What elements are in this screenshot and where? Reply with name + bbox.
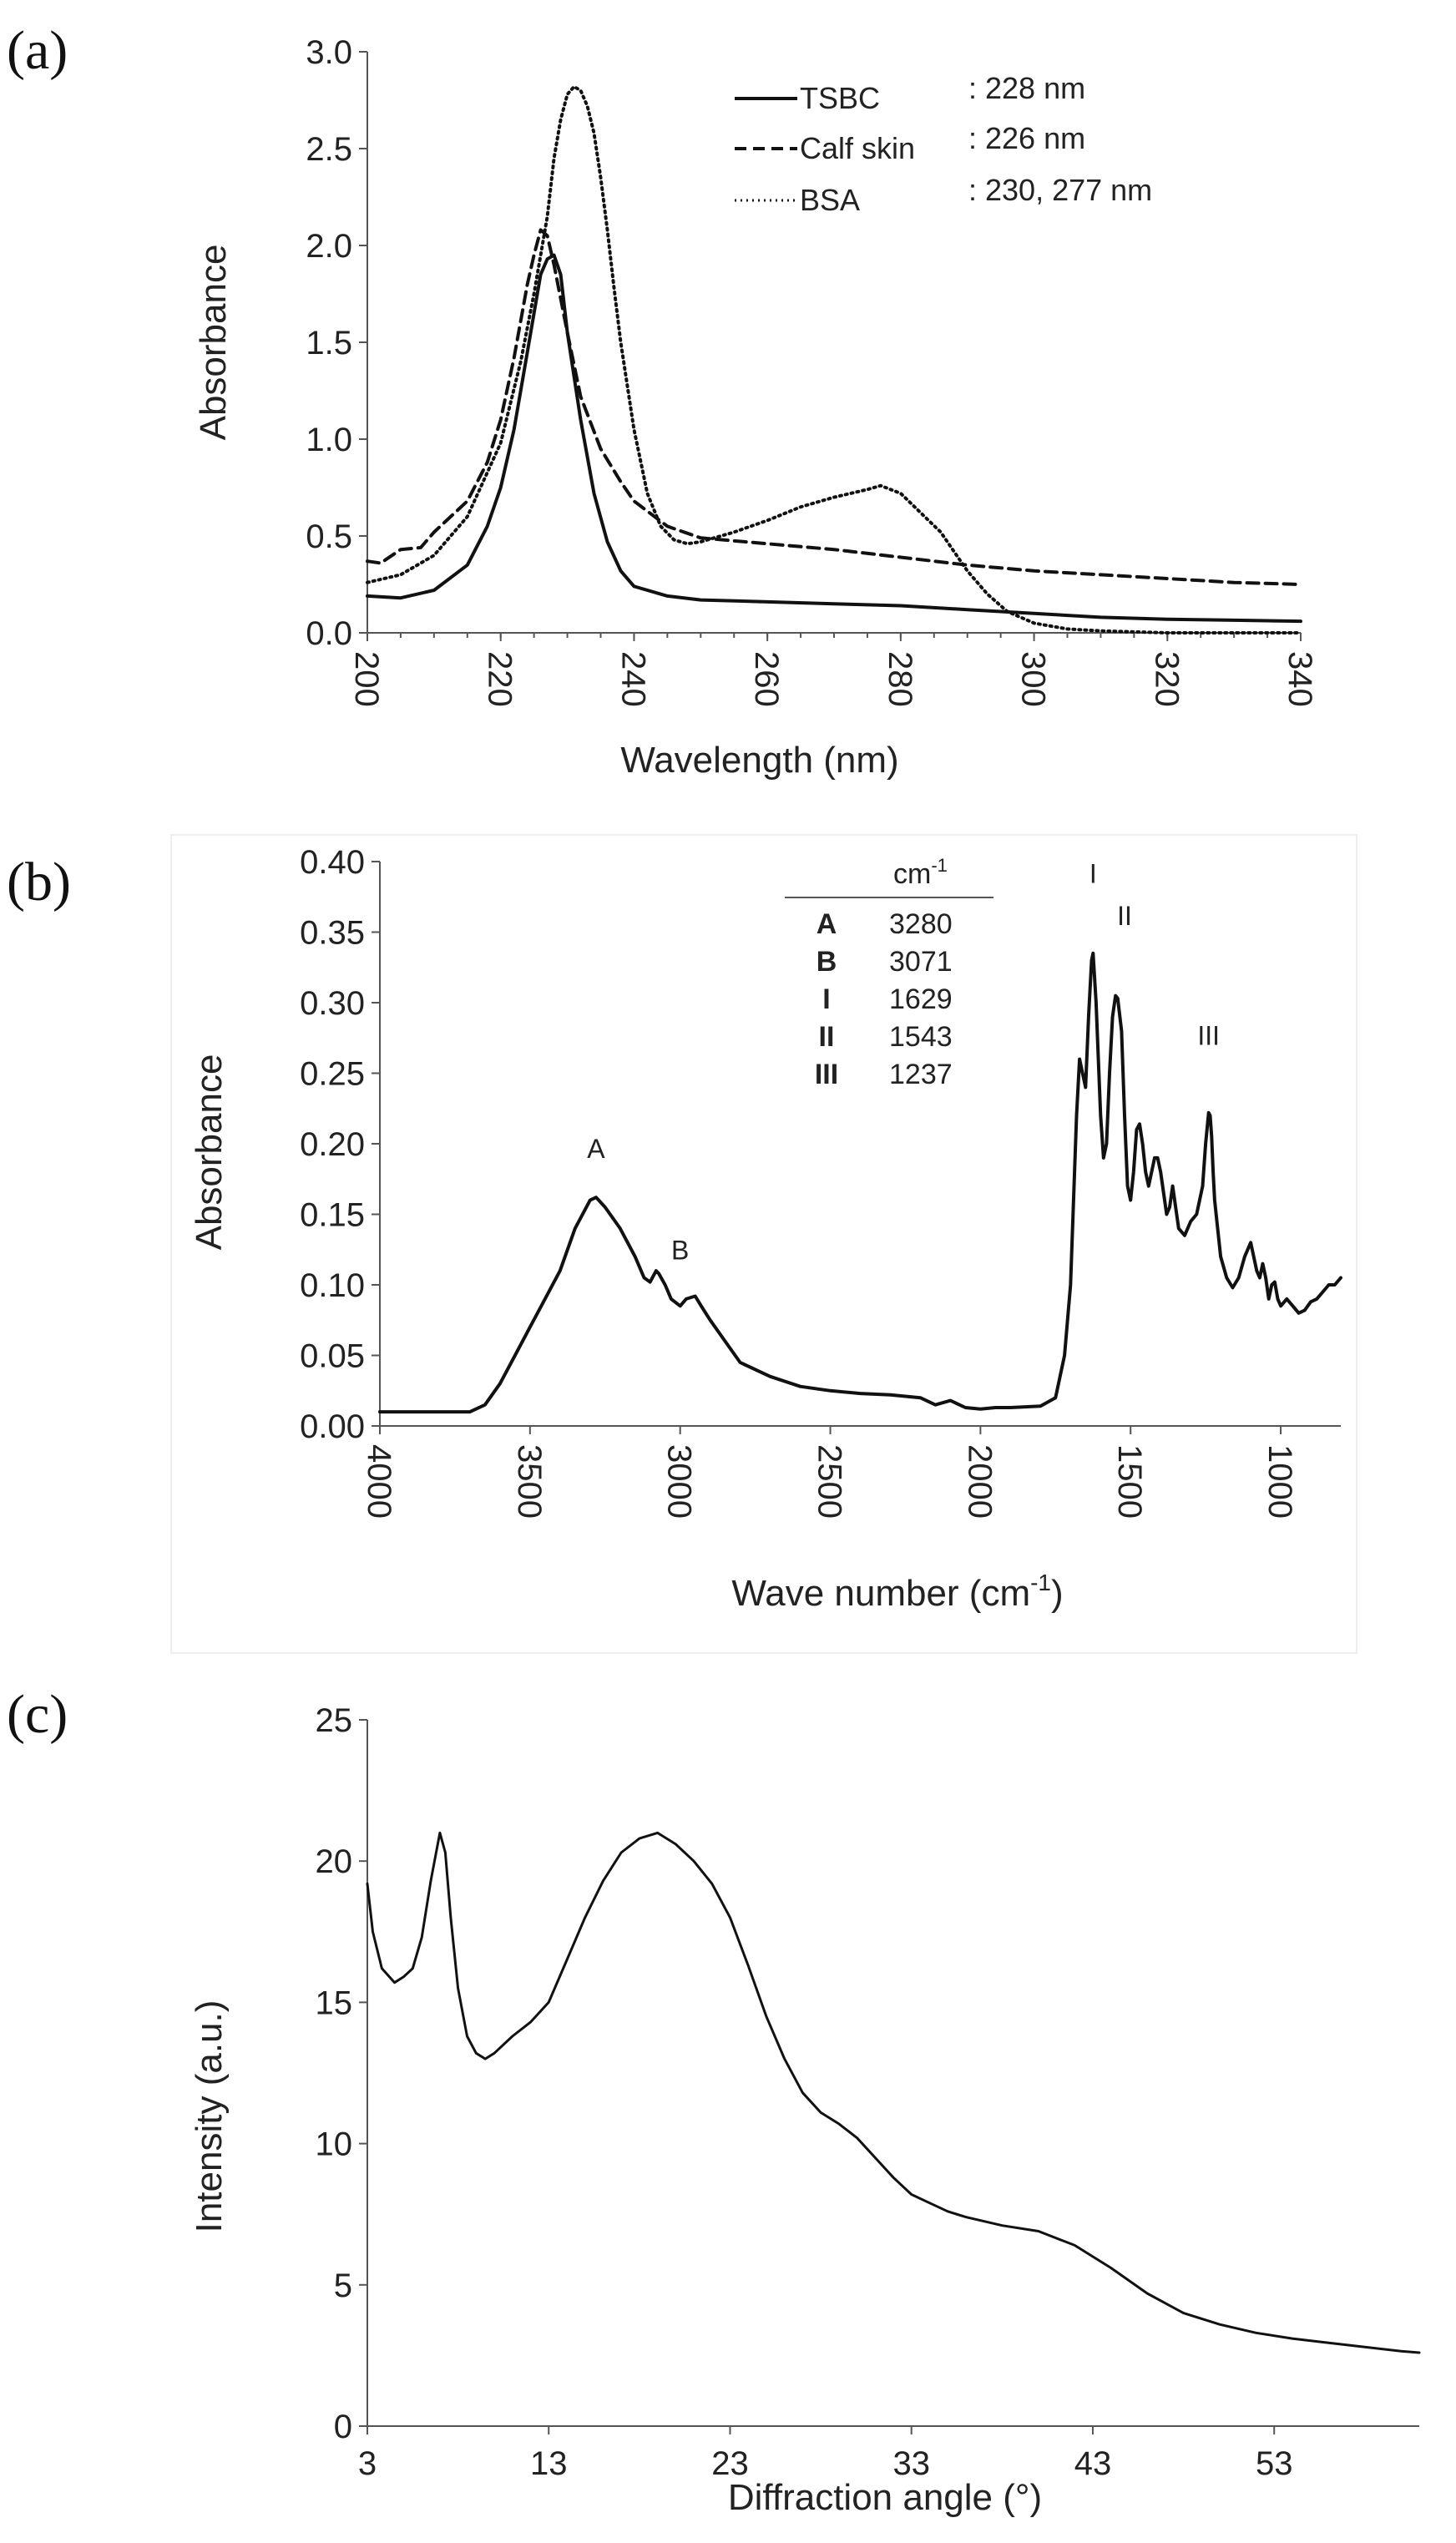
y-tick-label: 0.5 [306,518,352,555]
panel-b-frame [170,834,1357,1654]
panel-a-letter: (a) [7,20,68,81]
peak-table-label: III [815,1059,838,1090]
x-tick-label: 300 [1015,651,1052,707]
peak-table-label: B [816,946,837,978]
y-tick-label: 1.0 [306,422,352,458]
y-tick-label: 0.15 [300,1197,365,1234]
panel-b-chart: (b) 0.00 0.05 0.10 0.15 0.20 0.25 0.30 0.35 0.40… [7,834,1357,1654]
panel-c-y-axis-title: Intensity (a.u.) [189,2000,230,2233]
peak-table-value: 1629 [889,983,953,1015]
x-tick-label: 13 [530,2445,568,2482]
panel-a-chart: (a) 0.0 0.5 1.0 1.5 2.0 2.5 3.0 200 220 240 260 280… [7,20,1318,781]
x-tick-label: 240 [614,651,651,707]
peak-annotation: II [1117,901,1132,931]
y-tick-label: 0.00 [300,1408,365,1445]
x-tick-label: 220 [482,651,518,707]
legend-label-tsbc: TSBC [800,81,880,115]
y-tick-label: 10 [316,2126,353,2163]
y-tick-label: 20 [316,1843,353,1880]
peak-table-value: 1543 [889,1021,953,1053]
x-tick-label: 33 [892,2445,930,2482]
peak-table-label: I [822,983,830,1015]
legend-note-calf-skin: : 226 nm [968,121,1085,155]
panel-b-plot-area: 0.00 0.05 0.10 0.15 0.20 0.25 0.30 0.35 0.40 4000… [300,844,1342,1519]
y-tick-label: 1.5 [306,325,352,361]
peak-table-value: 3280 [889,908,953,940]
x-tick-label: 320 [1148,651,1185,707]
x-tick-label: 3000 [661,1444,698,1519]
y-tick-label: 25 [316,1702,353,1739]
y-tick-label: 0.40 [300,844,365,881]
series-line-calf-skin [366,228,1302,586]
x-tick-label: 1000 [1261,1444,1298,1519]
panel-c-x-axis-title: Diffraction angle (°) [728,2477,1042,2518]
x-tick-label: 280 [882,651,918,707]
series-line-tsbc [366,253,1302,624]
y-tick-label: 3.0 [306,34,352,71]
panel-b-peak-table: cm-1 A 3280 B 3071 I 1629 II 1543 III 1237 [785,855,993,1090]
peak-table-value: 3071 [889,946,953,978]
y-tick-label: 0.0 [306,615,352,652]
x-tick-label: 43 [1074,2445,1112,2482]
panel-a-legend: TSBC : 228 nm Calf skin : 226 nm BSA : 2… [735,71,1152,217]
peak-table-label: II [819,1021,835,1053]
y-tick-label: 0.25 [300,1056,365,1093]
peak-table-header: cm-1 [893,855,948,890]
x-tick-label: 4000 [361,1444,397,1519]
y-tick-label: 2.5 [306,131,352,168]
panel-c-chart: (c) 0 5 10 15 20 25 3 13 23 33 43 53 Diffraction an… [7,1684,1421,2518]
x-tick-label: 2500 [811,1444,848,1519]
series-line-spectrum [378,951,1342,1414]
panel-a-y-axis-title: Absorbance [193,245,234,441]
y-tick-label: 0.20 [300,1126,365,1163]
y-tick-label: 2.0 [306,228,352,265]
series-line-xrd-pattern [366,1831,1421,2354]
x-tick-label: 260 [748,651,785,707]
y-tick-label: 0.10 [300,1267,365,1304]
peak-table-value: 1237 [889,1059,953,1090]
y-tick-label: 5 [334,2267,352,2304]
x-tick-label: 3 [358,2445,377,2482]
panel-a-plot-area: 0.0 0.5 1.0 1.5 2.0 2.5 3.0 200 220 240 260 280 300 3… [306,34,1318,707]
legend-note-tsbc: : 228 nm [968,71,1085,105]
y-tick-label: 0.05 [300,1338,365,1375]
y-tick-label: 0.35 [300,915,365,952]
legend-note-bsa: : 230, 277 nm [968,173,1152,207]
legend-label-calf-skin: Calf skin [800,131,915,165]
x-tick-label: 23 [711,2445,749,2482]
panel-c-plot-area: 0 5 10 15 20 25 3 13 23 33 43 53 [316,1702,1421,2482]
x-tick-label: 53 [1256,2445,1293,2482]
panel-a-x-axis-title: Wavelength (nm) [620,740,898,781]
x-tick-label: 200 [348,651,385,707]
series-line-bsa [366,84,1302,634]
panel-c-letter: (c) [7,1684,68,1745]
peak-table-label: A [816,908,837,940]
panel-b-x-axis-title: Wave number (cm-1) [731,1570,1063,1614]
peak-annotation: I [1089,858,1097,888]
x-tick-label: 2000 [961,1444,998,1519]
y-tick-label: 0 [334,2409,352,2445]
panel-b-y-axis-title: Absorbance [189,1054,230,1251]
peak-annotation: A [587,1134,605,1164]
panel-b-letter: (b) [7,852,71,913]
legend-label-bsa: BSA [800,183,860,217]
x-tick-label: 340 [1282,651,1318,707]
peak-annotation: B [671,1236,689,1266]
peak-annotation: III [1197,1021,1220,1051]
x-tick-label: 3500 [511,1444,548,1519]
y-tick-label: 0.30 [300,985,365,1022]
y-tick-label: 15 [316,1984,353,2021]
x-tick-label: 1500 [1111,1444,1148,1519]
